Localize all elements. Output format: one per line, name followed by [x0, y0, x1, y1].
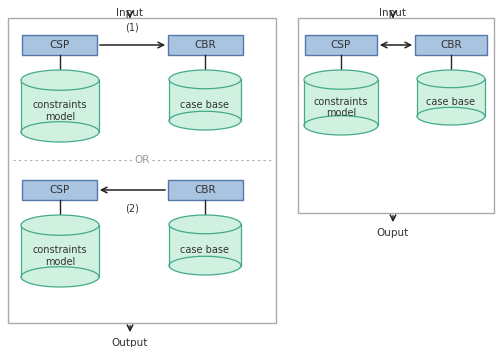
Ellipse shape [21, 267, 99, 287]
Ellipse shape [304, 116, 377, 135]
Ellipse shape [416, 70, 484, 88]
Text: case base: case base [180, 100, 229, 110]
Text: CBR: CBR [194, 40, 216, 50]
Text: constraints
model: constraints model [33, 100, 87, 122]
Bar [168, 35, 242, 55]
Text: CSP: CSP [49, 40, 70, 50]
Ellipse shape [416, 107, 484, 125]
Bar [414, 35, 486, 55]
Text: case base: case base [426, 97, 474, 107]
Text: CSP: CSP [49, 185, 70, 195]
Bar [169, 79, 240, 121]
Text: Output: Output [112, 338, 148, 347]
Ellipse shape [304, 70, 377, 89]
Text: Input: Input [379, 8, 406, 18]
Ellipse shape [21, 215, 99, 235]
Ellipse shape [169, 215, 240, 234]
Bar [21, 225, 99, 277]
Text: Ouput: Ouput [376, 228, 408, 238]
Text: (2): (2) [125, 203, 139, 213]
Text: constraints
model: constraints model [33, 245, 87, 267]
Bar [168, 180, 242, 200]
Bar [22, 35, 97, 55]
Ellipse shape [21, 70, 99, 90]
Bar [416, 79, 484, 116]
Ellipse shape [169, 70, 240, 89]
Text: (1): (1) [125, 22, 139, 32]
Text: constraints
model: constraints model [313, 96, 368, 118]
Ellipse shape [169, 111, 240, 130]
Text: OR: OR [134, 155, 149, 165]
Bar [8, 18, 276, 323]
Bar [304, 79, 377, 125]
Ellipse shape [169, 256, 240, 275]
Text: case base: case base [180, 245, 229, 255]
Ellipse shape [21, 122, 99, 142]
Text: Input: Input [116, 8, 143, 18]
Bar [22, 180, 97, 200]
Text: CBR: CBR [439, 40, 461, 50]
Bar [169, 225, 240, 266]
Text: CBR: CBR [194, 185, 216, 195]
Bar [298, 18, 493, 213]
Bar [305, 35, 376, 55]
Text: CSP: CSP [330, 40, 350, 50]
Bar [21, 80, 99, 132]
